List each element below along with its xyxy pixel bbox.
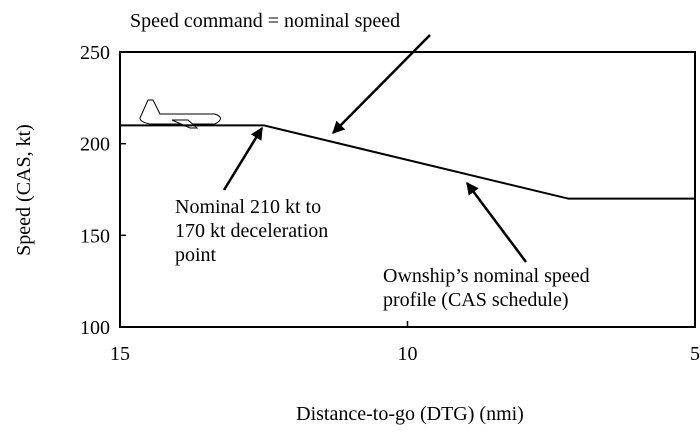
page: {"chart_data": { "type": "line", "x_labe… <box>0 0 700 435</box>
arrow <box>224 128 262 190</box>
y-tick-label: 100 <box>80 317 110 339</box>
annotation: 170 kt deceleration <box>175 220 328 242</box>
x-axis-title: Distance-to-go (DTG) (nmi) <box>296 403 524 425</box>
airplane-icon <box>140 100 221 128</box>
annotation: point <box>175 244 217 266</box>
y-tick-label: 200 <box>80 134 110 156</box>
speed-profile-line <box>120 125 695 198</box>
arrow <box>467 183 526 262</box>
y-tick-label: 150 <box>80 225 110 247</box>
annotation: profile (CAS schedule) <box>383 289 569 311</box>
y-tick-label: 250 <box>80 42 110 64</box>
arrow <box>333 35 430 133</box>
x-tick-label: 10 <box>398 343 418 365</box>
x-tick-label: 5 <box>690 343 700 365</box>
x-tick-label: 15 <box>110 343 130 365</box>
y-axis-title: Speed (CAS, kt) <box>13 124 35 256</box>
annotation: Nominal 210 kt to <box>175 196 321 218</box>
chart: Distance-to-go (DTG) (nmi) Speed (CAS, k… <box>0 0 700 435</box>
annotation: Speed command = nominal speed <box>130 10 400 32</box>
annotation: Ownship’s nominal speed <box>383 265 590 287</box>
